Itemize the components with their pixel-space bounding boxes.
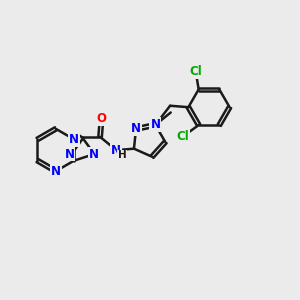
Text: N: N: [131, 122, 141, 136]
Text: N: N: [69, 133, 79, 146]
Text: O: O: [97, 112, 106, 125]
Text: N: N: [89, 148, 99, 160]
Text: Cl: Cl: [189, 65, 202, 78]
Text: H: H: [118, 150, 127, 161]
Text: N: N: [64, 148, 74, 160]
Text: N: N: [51, 165, 61, 178]
Text: Cl: Cl: [176, 130, 189, 143]
Text: N: N: [150, 118, 161, 131]
Text: N: N: [111, 144, 121, 157]
